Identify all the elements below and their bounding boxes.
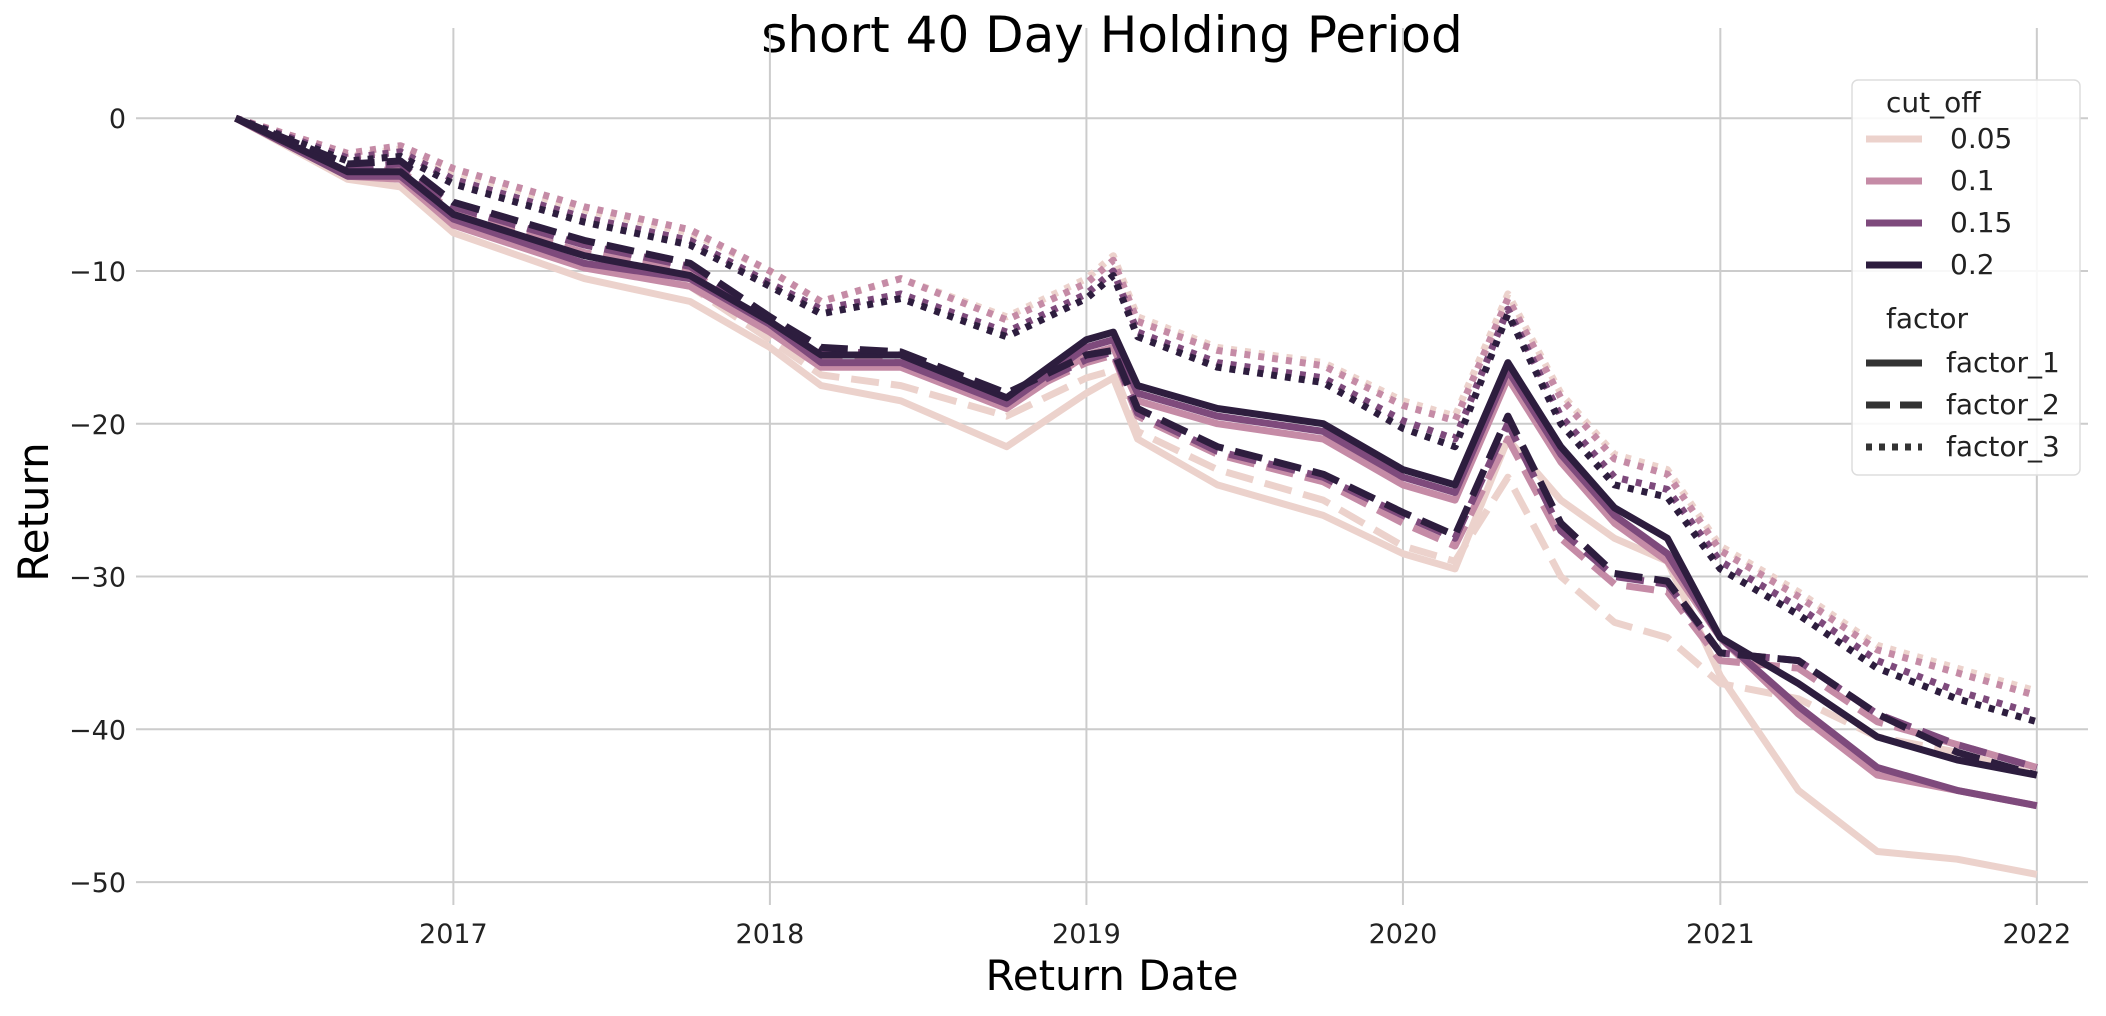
legend-style-label: factor_2 [1946, 388, 2060, 421]
series-line-factor_3-0_15 [234, 114, 2038, 718]
x-tick-label: 2021 [1686, 919, 1755, 950]
y-tick-label: −30 [69, 563, 126, 594]
legend-label: 0.05 [1950, 122, 2012, 155]
y-axis-label: Return [9, 442, 58, 581]
series-lines [234, 114, 2038, 878]
y-tick-label: −40 [69, 715, 126, 746]
x-tick-label: 2020 [1369, 919, 1438, 950]
x-tick-label: 2019 [1052, 919, 1121, 950]
series-line-factor_2-0_2 [234, 114, 2038, 779]
tick-labels: 0 −10 −20 −30 −40 −50 2017 2018 2019 2020 2021 2022 [69, 104, 2071, 950]
series-line-factor_1-0_05 [234, 115, 2038, 878]
legend-label: 0.2 [1950, 248, 1995, 281]
y-tick-label: −20 [69, 410, 126, 441]
chart-title: short 40 Day Holding Period [761, 6, 1462, 64]
x-axis-label: Return Date [985, 951, 1238, 1000]
legend: cut_off factor 0.05 0.1 0.15 0.2 factor_1fac… [1851, 79, 2081, 476]
y-tick-label: 0 [109, 104, 126, 135]
legend-style-label: factor_3 [1946, 430, 2060, 463]
legend-style-label: factor_1 [1946, 346, 2060, 379]
legend-label: 0.15 [1950, 206, 2012, 239]
x-tick-label: 2017 [419, 919, 488, 950]
series-line-factor_3-0_1 [234, 114, 2038, 700]
legend-style-title: factor [1886, 302, 1969, 335]
legend-hue-title: cut_off [1886, 86, 1981, 119]
legend-label: 0.1 [1950, 164, 1995, 197]
series-line-factor_3-0_2 [234, 114, 2038, 726]
y-tick-label: −10 [69, 257, 126, 288]
x-tick-label: 2022 [2002, 919, 2071, 950]
series-line-factor_1-0_2 [234, 115, 2038, 779]
y-tick-label: −50 [69, 868, 126, 899]
x-tick-label: 2018 [736, 919, 805, 950]
